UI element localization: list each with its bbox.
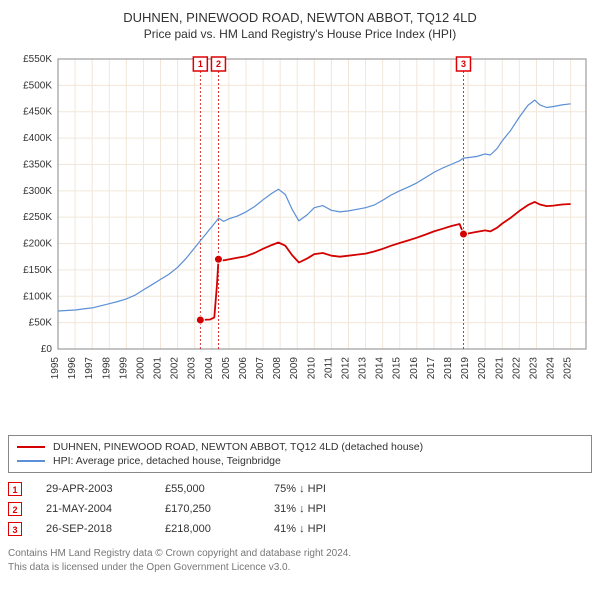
- svg-text:2021: 2021: [494, 357, 505, 380]
- svg-text:1996: 1996: [67, 357, 78, 380]
- legend-swatch-property: [17, 446, 45, 448]
- svg-text:2024: 2024: [546, 357, 557, 380]
- transaction-marker-2: 2: [8, 502, 22, 516]
- svg-text:2007: 2007: [255, 357, 266, 380]
- transaction-price: £55,000: [165, 483, 250, 495]
- svg-text:2000: 2000: [135, 357, 146, 380]
- transaction-delta: 41% ↓ HPI: [274, 523, 326, 535]
- transaction-row: 3 26-SEP-2018 £218,000 41% ↓ HPI: [8, 519, 592, 539]
- svg-text:2025: 2025: [563, 357, 574, 380]
- chart-subtitle: Price paid vs. HM Land Registry's House …: [8, 27, 592, 41]
- svg-text:2010: 2010: [306, 357, 317, 380]
- svg-text:2013: 2013: [358, 357, 369, 380]
- footer-line-1: Contains HM Land Registry data © Crown c…: [8, 547, 592, 561]
- svg-text:£450K: £450K: [23, 107, 52, 118]
- footer-line-2: This data is licensed under the Open Gov…: [8, 561, 592, 575]
- transaction-row: 2 21-MAY-2004 £170,250 31% ↓ HPI: [8, 499, 592, 519]
- legend-swatch-hpi: [17, 460, 45, 462]
- svg-text:1998: 1998: [101, 357, 112, 380]
- chart-svg: £0 £50K £100K £150K £200K £250K £300K £350K £400…: [8, 49, 592, 429]
- svg-text:2008: 2008: [272, 357, 283, 380]
- svg-text:2012: 2012: [340, 357, 351, 380]
- chart-area: £0 £50K £100K £150K £200K £250K £300K £350K £400…: [8, 49, 592, 429]
- svg-text:£350K: £350K: [23, 159, 52, 170]
- svg-text:£200K: £200K: [23, 239, 52, 250]
- svg-text:1995: 1995: [50, 357, 61, 380]
- svg-text:2004: 2004: [204, 357, 215, 380]
- footer-attribution: Contains HM Land Registry data © Crown c…: [8, 547, 592, 574]
- svg-text:2009: 2009: [289, 357, 300, 380]
- svg-text:£250K: £250K: [23, 212, 52, 223]
- svg-text:2020: 2020: [477, 357, 488, 380]
- svg-text:2003: 2003: [187, 357, 198, 380]
- svg-text:2022: 2022: [511, 357, 522, 380]
- svg-text:£500K: £500K: [23, 80, 52, 91]
- svg-text:£550K: £550K: [23, 54, 52, 65]
- svg-text:2017: 2017: [426, 357, 437, 380]
- svg-text:2016: 2016: [409, 357, 420, 380]
- svg-text:2019: 2019: [460, 357, 471, 380]
- svg-text:£300K: £300K: [23, 186, 52, 197]
- svg-text:2011: 2011: [323, 357, 334, 379]
- transactions-table: 1 29-APR-2003 £55,000 75% ↓ HPI 2 21-MAY…: [8, 479, 592, 539]
- svg-text:1: 1: [198, 59, 203, 69]
- legend-item-property: DUHNEN, PINEWOOD ROAD, NEWTON ABBOT, TQ1…: [17, 440, 583, 454]
- svg-text:2002: 2002: [170, 357, 181, 380]
- svg-text:2: 2: [216, 59, 221, 69]
- transaction-price: £170,250: [165, 503, 250, 515]
- svg-text:2018: 2018: [443, 357, 454, 380]
- svg-text:2001: 2001: [153, 357, 164, 380]
- legend-label-property: DUHNEN, PINEWOOD ROAD, NEWTON ABBOT, TQ1…: [53, 441, 423, 453]
- svg-text:2023: 2023: [528, 357, 539, 380]
- transaction-price: £218,000: [165, 523, 250, 535]
- transaction-marker-3: 3: [8, 522, 22, 536]
- legend-box: DUHNEN, PINEWOOD ROAD, NEWTON ABBOT, TQ1…: [8, 435, 592, 473]
- svg-text:£150K: £150K: [23, 265, 52, 276]
- transaction-date: 29-APR-2003: [46, 483, 141, 495]
- transaction-marker-1: 1: [8, 482, 22, 496]
- svg-text:£100K: £100K: [23, 291, 52, 302]
- svg-text:£400K: £400K: [23, 133, 52, 144]
- transaction-delta: 31% ↓ HPI: [274, 503, 326, 515]
- svg-text:£0: £0: [41, 344, 53, 355]
- transaction-date: 26-SEP-2018: [46, 523, 141, 535]
- svg-text:1997: 1997: [84, 357, 95, 380]
- legend-label-hpi: HPI: Average price, detached house, Teig…: [53, 455, 281, 467]
- svg-text:2005: 2005: [221, 357, 232, 380]
- svg-text:2006: 2006: [238, 357, 249, 380]
- svg-text:2014: 2014: [375, 357, 386, 380]
- svg-text:3: 3: [461, 59, 466, 69]
- svg-text:1999: 1999: [118, 357, 129, 380]
- legend-item-hpi: HPI: Average price, detached house, Teig…: [17, 454, 583, 468]
- transaction-delta: 75% ↓ HPI: [274, 483, 326, 495]
- svg-text:£50K: £50K: [29, 318, 53, 329]
- transaction-date: 21-MAY-2004: [46, 503, 141, 515]
- chart-title: DUHNEN, PINEWOOD ROAD, NEWTON ABBOT, TQ1…: [8, 10, 592, 25]
- svg-text:2015: 2015: [392, 357, 403, 380]
- transaction-row: 1 29-APR-2003 £55,000 75% ↓ HPI: [8, 479, 592, 499]
